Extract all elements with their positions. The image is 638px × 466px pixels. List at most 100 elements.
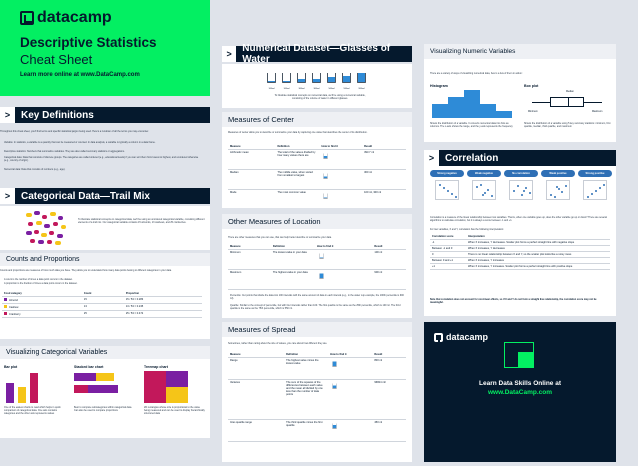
histogram-title: Histogram (430, 84, 448, 88)
trail-mix-image (24, 209, 68, 247)
table-row: Between -1 and 0 When X increases, Y decr… (430, 245, 610, 252)
treemap-thumb (144, 371, 188, 403)
promo-link[interactable]: www.DataCamp.com (487, 389, 553, 396)
glasses-illustration (319, 189, 363, 208)
glasses-illustration (319, 169, 363, 190)
table-row: Cranberry 25 25 / 53 = 0.472 (2, 310, 202, 318)
histogram-bar (496, 111, 512, 118)
water-glass-icon (282, 73, 291, 83)
datacamp-logo[interactable]: datacamp (20, 9, 112, 27)
strong-negative-pill: Strong negative (430, 170, 464, 177)
visualizing-categorical-heading: Visualizing Categorical Variables (0, 346, 210, 359)
scatter-weak-positive (546, 180, 570, 200)
stacked-bar-thumb (74, 371, 124, 403)
glasses-illustration (314, 269, 373, 290)
page-subtitle: Cheat Sheet (20, 52, 93, 67)
glasses-illustration (328, 379, 373, 420)
treemap-title: Treemap chart (144, 365, 168, 369)
water-glass-icon (312, 73, 321, 83)
logo-text: datacamp (37, 9, 112, 26)
table-row: Mode The most common value 100 ml, 300 m… (228, 189, 406, 208)
table-row: 0 There is no linear relationship between… (430, 251, 610, 258)
table-header: Count (81, 291, 124, 297)
scatter-no-correlation (509, 180, 533, 200)
visualizing-categorical-card: Visualizing Categorical Variables Bar pl… (0, 346, 210, 438)
table-row: Maximum The highest value in your data 9… (228, 269, 406, 290)
water-glass-icon (323, 173, 329, 179)
table-row: Median The middle value, when sorted fro… (228, 169, 406, 190)
counts-heading: Counts and Proportions (0, 253, 210, 266)
bar-plot-title: Bar plot (4, 365, 18, 369)
visualizing-numeric-card: Visualizing Numeric Variables There are … (424, 44, 616, 142)
weak-negative-pill: Weak negative (467, 170, 501, 177)
promo-line-1: Learn Data Skills Online at (479, 380, 561, 387)
table-row: Variance The sum of the squares of the d… (228, 379, 406, 420)
trail-mix-card: To illustrate statistical concepts on ca… (0, 206, 210, 250)
measures-center-heading: Measures of Center (222, 112, 412, 127)
key-definitions-intro: Throughout this cheat sheet, you'll find… (0, 130, 149, 133)
quartile-bullet: Quartile: Similar to the concept of perc… (230, 304, 401, 310)
correlation-note: Note that correlation does not account f… (430, 298, 597, 304)
promo-logo[interactable]: datacamp (434, 332, 488, 345)
box-plot-title: Box plot (524, 84, 539, 88)
water-glass-icon (357, 73, 366, 83)
water-glass-icon (267, 73, 276, 83)
table-row: +1 When X increases, Y increases. Scatter… (430, 263, 610, 270)
key-definitions-card: > Key Definitions Throughout this cheat … (0, 104, 210, 180)
datacamp-logo-icon (20, 11, 34, 25)
glasses-row: 100ml 100ml 300ml 300ml 500ml 550ml 900m… (264, 70, 369, 90)
chevron-right-icon: > (424, 150, 439, 166)
water-glass-icon (332, 423, 337, 429)
center-table: Measure Definition How to find it Result… (228, 144, 406, 208)
datacamp-logo-icon (434, 332, 446, 345)
chevron-right-icon: > (0, 188, 15, 204)
stacked-bar-title: Stacked bar chart (74, 365, 104, 369)
box-plot-description: Shows the distribution of a variable usi… (524, 122, 611, 128)
correlation-interp-intro: For two variables, X and Y, correlation … (430, 228, 504, 231)
scatter-strong-negative (435, 180, 459, 200)
other-measures-description: There are other measures that you can us… (228, 236, 332, 239)
promo-card: datacamp Learn Data Skills Online at www… (424, 322, 616, 462)
chevron-right-icon: > (0, 107, 15, 123)
definition-item: Descriptive statistics: Numbers that sum… (4, 150, 125, 153)
percentile-bullet: Percentile: Cut points that divide the d… (230, 294, 404, 300)
treemap-description: 2D rectangles whose size is proportional… (144, 406, 205, 415)
correlation-table: Correlation score Interpretation -1 When … (430, 234, 610, 270)
trail-mix-description: To illustrate statistical concepts on ca… (78, 218, 205, 224)
table-row: Minimum The lowest value in your data 10… (228, 249, 406, 270)
box-plot-thumb: Median Minimum Maximum (528, 90, 603, 113)
bar-plot-thumb (4, 371, 48, 403)
learn-more-link[interactable]: Learn more online at www.DataCamp.com (20, 72, 140, 78)
measures-spread-card: Measures of Spread Sometimes, rather tha… (222, 322, 412, 462)
location-table: Measure Definition How to find it Result… (228, 244, 406, 290)
key-definitions-heading: > Key Definitions (0, 107, 210, 123)
visualizing-numeric-heading: Visualizing Numeric Variables (424, 44, 616, 59)
table-header: Proportion (123, 291, 202, 297)
header-banner: datacamp Descriptive Statistics Cheat Sh… (0, 0, 210, 96)
measures-center-description: Measures of center allow you to describe… (228, 131, 368, 134)
glasses-illustration (314, 249, 373, 270)
page-title: Descriptive Statistics (20, 35, 157, 50)
other-measures-card: Other Measures of Location There are oth… (222, 214, 412, 318)
glasses-description: To illustrate statistical concepts on nu… (274, 94, 366, 100)
glasses-illustration (328, 357, 373, 380)
water-glass-icon (332, 361, 337, 367)
measures-center-card: Measures of Center Measures of center al… (222, 112, 412, 208)
histogram-bar (464, 90, 480, 118)
weak-positive-pill: Weak positive (541, 170, 575, 177)
measures-spread-heading: Measures of Spread (222, 322, 412, 337)
table-row: Between 0 and +1 When X increases, Y incr… (430, 257, 610, 264)
histogram-bar (480, 104, 496, 118)
other-measures-heading: Other Measures of Location (222, 214, 412, 229)
table-row: -1 When X increases, Y decreases. Scatter… (430, 239, 610, 246)
correlation-heading: > Correlation (424, 150, 616, 166)
water-glass-icon (319, 253, 324, 259)
table-row: Almond 15 15 / 53 = 0.283 (2, 296, 202, 304)
water-glass-icon (323, 193, 329, 199)
counts-bullet: A count is the number of times a data po… (4, 278, 73, 281)
histogram-bar (448, 97, 464, 118)
visualizing-numeric-description: There are a variety of ways of visualizi… (430, 72, 523, 75)
no-correlation-pill: No correlation (504, 170, 538, 177)
counts-bullet: A proportion is the fraction of times a … (4, 282, 78, 285)
bar-plot-description: One of the easiest charts to read which … (4, 406, 61, 415)
